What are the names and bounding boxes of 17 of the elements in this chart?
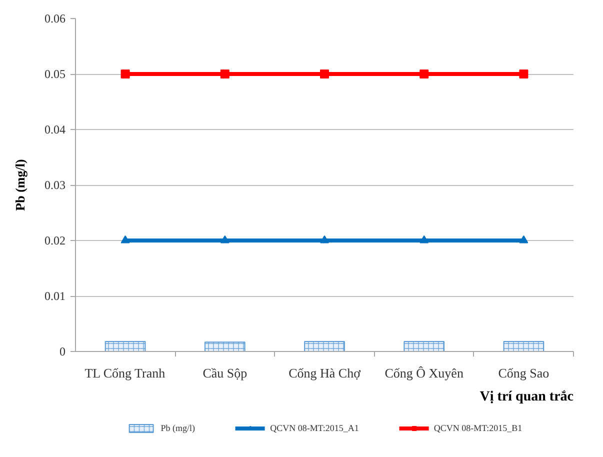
legend-label: QCVN 08-MT:2015_B1 <box>434 423 522 433</box>
x-tick-label: Cống Hà Chợ <box>288 366 362 380</box>
y-axis-title: Pb (mg/l) <box>12 159 28 211</box>
x-axis-title: Vị trí quan trắc <box>480 390 574 404</box>
legend-label: Pb (mg/l) <box>160 423 196 433</box>
legend-label: QCVN 08-MT:2015_A1 <box>270 423 359 433</box>
x-tick-label: Cầu Sộp <box>202 366 248 380</box>
y-tick-label: 0 <box>60 344 66 358</box>
x-tick-label: TL Cống Tranh <box>84 366 166 380</box>
y-tick-label: 0.06 <box>44 12 66 26</box>
y-tick-label: 0.03 <box>44 178 66 192</box>
x-tick-label: Cống Sao <box>498 366 550 380</box>
y-tick-label: 0.04 <box>44 122 66 136</box>
x-tick-label: Cống Ô Xuyên <box>384 366 464 380</box>
y-tick-label: 0.02 <box>44 234 66 248</box>
y-tick-label: 0.05 <box>44 67 66 81</box>
y-tick-label: 0.01 <box>44 289 66 303</box>
